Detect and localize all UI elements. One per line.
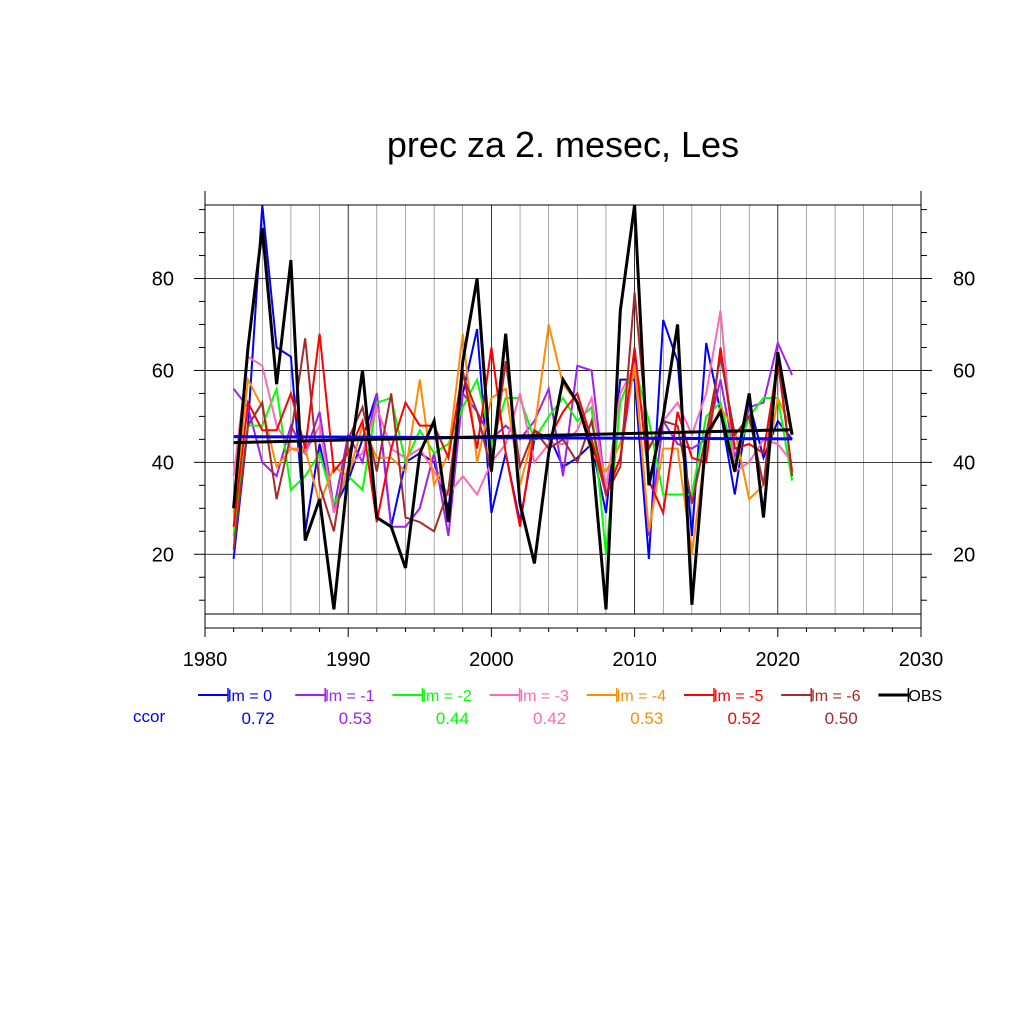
ccor-value: 0.50: [825, 709, 858, 728]
series-line-lm-2: [232, 362, 794, 555]
legend: ccor lm = 0 0.72 lm = -1 0.53 lm = -2 0.44 lm …: [133, 688, 942, 728]
trend-line: [233, 435, 793, 441]
trend-line: [233, 428, 793, 445]
legend-label: lm = -5: [714, 688, 763, 705]
x-tick-label: 1980: [183, 649, 228, 671]
series-layer: [232, 204, 794, 610]
y-tick-label-right: 40: [953, 452, 975, 474]
series-line-obs: [232, 204, 794, 610]
trend-layer: [233, 428, 793, 445]
legend-label: lm = -6: [811, 688, 860, 705]
x-tick-label: 2000: [469, 649, 514, 671]
ccor-value: 0.52: [727, 709, 760, 728]
legend-label: lm = 0: [228, 688, 272, 705]
ccor-value: 0.53: [630, 709, 663, 728]
legend-label: lm = -3: [520, 688, 569, 705]
y-tick-label-right: 60: [953, 360, 975, 382]
x-tick-label: 2030: [899, 649, 944, 671]
legend-label: OBS: [908, 688, 942, 705]
legend-label: lm = -2: [422, 688, 471, 705]
legend-label: lm = -1: [325, 688, 374, 705]
y-tick-label: 60: [152, 360, 174, 382]
y-tick-label: 40: [152, 452, 174, 474]
series-line-lm-5: [232, 333, 794, 527]
ccor-value: 0.44: [436, 709, 469, 728]
grid-layer: [204, 205, 922, 614]
y-tick-label: 80: [152, 269, 174, 291]
y-tick-label-right: 80: [953, 269, 975, 291]
x-tick-label: 2010: [612, 649, 657, 671]
x-tick-label: 1990: [326, 649, 371, 671]
ccor-value: 0.53: [339, 709, 372, 728]
legend-label: lm = -4: [617, 688, 666, 705]
x-tick-label: 2020: [756, 649, 801, 671]
chart-title: prec za 2. mesec, Les: [387, 124, 739, 165]
ccor-label: ccor: [133, 707, 165, 726]
y-tick-label: 20: [152, 544, 174, 566]
y-tick-label-right: 20: [953, 544, 975, 566]
ccor-value: 0.42: [533, 709, 566, 728]
ccor-value: 0.72: [241, 709, 274, 728]
